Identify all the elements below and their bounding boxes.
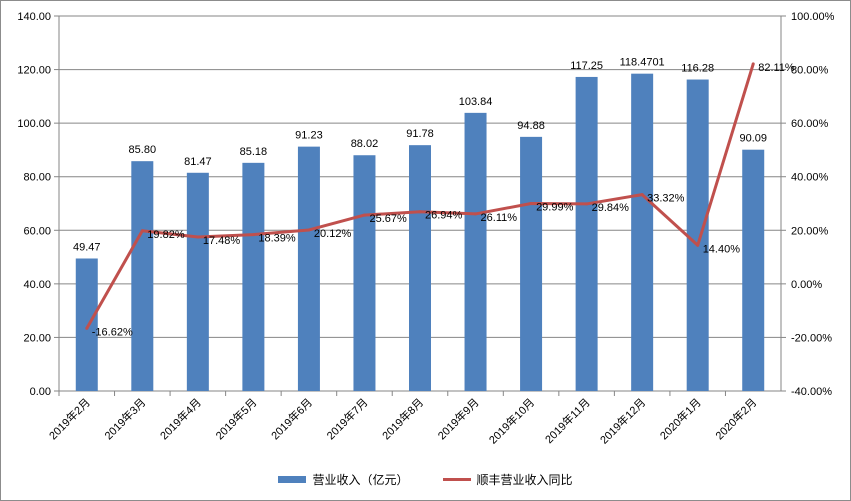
legend-line-swatch bbox=[442, 478, 471, 481]
right-axis-tick-label: 80.00% bbox=[791, 65, 829, 77]
left-axis-tick-label: 120.00 bbox=[17, 65, 51, 77]
x-axis-tick-label: 2019年3月 bbox=[101, 395, 148, 442]
legend-item-revenue: 营业收入（亿元） bbox=[278, 471, 409, 488]
bar-value-label: 81.47 bbox=[184, 156, 212, 168]
line-point bbox=[418, 210, 422, 214]
left-axis-tick-label: 40.00 bbox=[23, 279, 51, 291]
right-axis-tick-label: 0.00% bbox=[791, 279, 822, 291]
line-value-label: 19.82% bbox=[147, 229, 185, 241]
bar-value-label: 85.18 bbox=[240, 146, 268, 158]
bar-value-label: 94.88 bbox=[517, 120, 545, 132]
x-axis-tick-label: 2019年5月 bbox=[212, 395, 259, 442]
bar-value-label: 85.80 bbox=[129, 144, 157, 156]
line-point bbox=[140, 229, 144, 233]
bar bbox=[409, 145, 431, 391]
line-value-label: 25.67% bbox=[369, 213, 407, 225]
left-axis-tick-label: 20.00 bbox=[23, 332, 51, 344]
legend-label-yoy: 顺丰营业收入同比 bbox=[476, 473, 573, 487]
line-point bbox=[196, 235, 200, 239]
bar bbox=[631, 73, 654, 391]
legend-label-revenue: 营业收入（亿元） bbox=[312, 473, 409, 487]
bar bbox=[520, 136, 543, 391]
right-axis-tick-label: 60.00% bbox=[791, 118, 829, 130]
legend-item-yoy: 顺丰营业收入同比 bbox=[442, 471, 573, 488]
right-axis-tick-label: -40.00% bbox=[791, 386, 832, 398]
bar bbox=[131, 161, 154, 391]
x-axis-tick-label: 2020年1月 bbox=[657, 395, 704, 442]
line-point bbox=[640, 193, 644, 197]
line-value-label: 26.11% bbox=[481, 212, 518, 224]
left-axis-tick-label: 60.00 bbox=[23, 225, 51, 237]
line-value-label: 20.12% bbox=[314, 228, 352, 240]
line-point bbox=[751, 62, 755, 66]
x-axis-tick-label: 2019年7月 bbox=[323, 395, 370, 442]
bar bbox=[297, 146, 320, 391]
bar-value-label: 103.84 bbox=[459, 96, 493, 108]
bar bbox=[464, 112, 487, 391]
line-value-label: 18.39% bbox=[258, 233, 296, 245]
combo-chart: 0.00 20.00 40.00 60.00 80.00 100.00 120.00 140.… bbox=[17, 11, 835, 447]
line-value-label: 14.40% bbox=[703, 243, 741, 255]
line-point bbox=[362, 213, 366, 217]
x-axis-tick-label: 2019年10月 bbox=[486, 395, 537, 446]
line-point bbox=[251, 233, 255, 237]
left-axis-tick-label: 80.00 bbox=[23, 172, 51, 184]
line-value-label: 26.94% bbox=[425, 210, 463, 222]
bar-value-label: 118.4701 bbox=[620, 57, 665, 69]
bar bbox=[242, 162, 265, 391]
line-value-label: 33.32% bbox=[647, 193, 685, 205]
bar-value-label: 116.28 bbox=[681, 63, 714, 75]
line-value-label: -16.62% bbox=[92, 326, 133, 338]
x-axis-tick-label: 2019年8月 bbox=[379, 395, 426, 442]
legend: 营业收入（亿元） 顺丰营业收入同比 bbox=[1, 471, 850, 488]
right-axis-tick-label: -20.00% bbox=[791, 332, 832, 344]
line-point bbox=[474, 212, 478, 216]
line-value-label: 29.99% bbox=[536, 202, 574, 214]
line-value-label: 82.11% bbox=[758, 62, 795, 74]
bar bbox=[742, 149, 765, 391]
right-axis-tick-label: 40.00% bbox=[791, 172, 829, 184]
line-point bbox=[529, 202, 533, 206]
bar-value-label: 88.02 bbox=[351, 138, 379, 150]
line-point bbox=[307, 228, 311, 232]
legend-bar-swatch bbox=[278, 476, 307, 483]
x-axis-tick-label: 2019年4月 bbox=[157, 395, 204, 442]
bar bbox=[186, 172, 209, 391]
bar-value-label: 91.78 bbox=[406, 128, 434, 140]
bar bbox=[75, 258, 98, 391]
x-axis-tick-label: 2020年2月 bbox=[712, 395, 759, 442]
line-point bbox=[85, 326, 89, 330]
bar bbox=[575, 76, 598, 391]
bar bbox=[686, 79, 709, 392]
left-axis-tick-label: 0.00 bbox=[30, 386, 51, 398]
bar bbox=[353, 155, 376, 391]
bar-value-label: 117.25 bbox=[570, 60, 603, 72]
line-value-label: 29.84% bbox=[592, 202, 630, 214]
right-axis-tick-label: 20.00% bbox=[791, 225, 829, 237]
x-axis-tick-label: 2019年11月 bbox=[542, 395, 593, 446]
bar-value-label: 91.23 bbox=[295, 130, 323, 142]
left-axis-tick-label: 140.00 bbox=[17, 11, 51, 23]
x-axis-tick-label: 2019年9月 bbox=[435, 395, 482, 442]
x-axis-tick-label: 2019年6月 bbox=[268, 395, 315, 442]
line-point bbox=[585, 202, 589, 206]
line-value-label: 17.48% bbox=[203, 235, 241, 247]
bar-value-label: 49.47 bbox=[73, 241, 101, 253]
left-axis-tick-label: 100.00 bbox=[17, 118, 51, 130]
x-axis-tick-label: 2019年2月 bbox=[46, 395, 93, 442]
line-point bbox=[696, 243, 700, 247]
right-axis-tick-label: 100.00% bbox=[791, 11, 835, 23]
x-axis-tick-label: 2019年12月 bbox=[597, 395, 648, 446]
bar-value-label: 90.09 bbox=[739, 133, 767, 145]
